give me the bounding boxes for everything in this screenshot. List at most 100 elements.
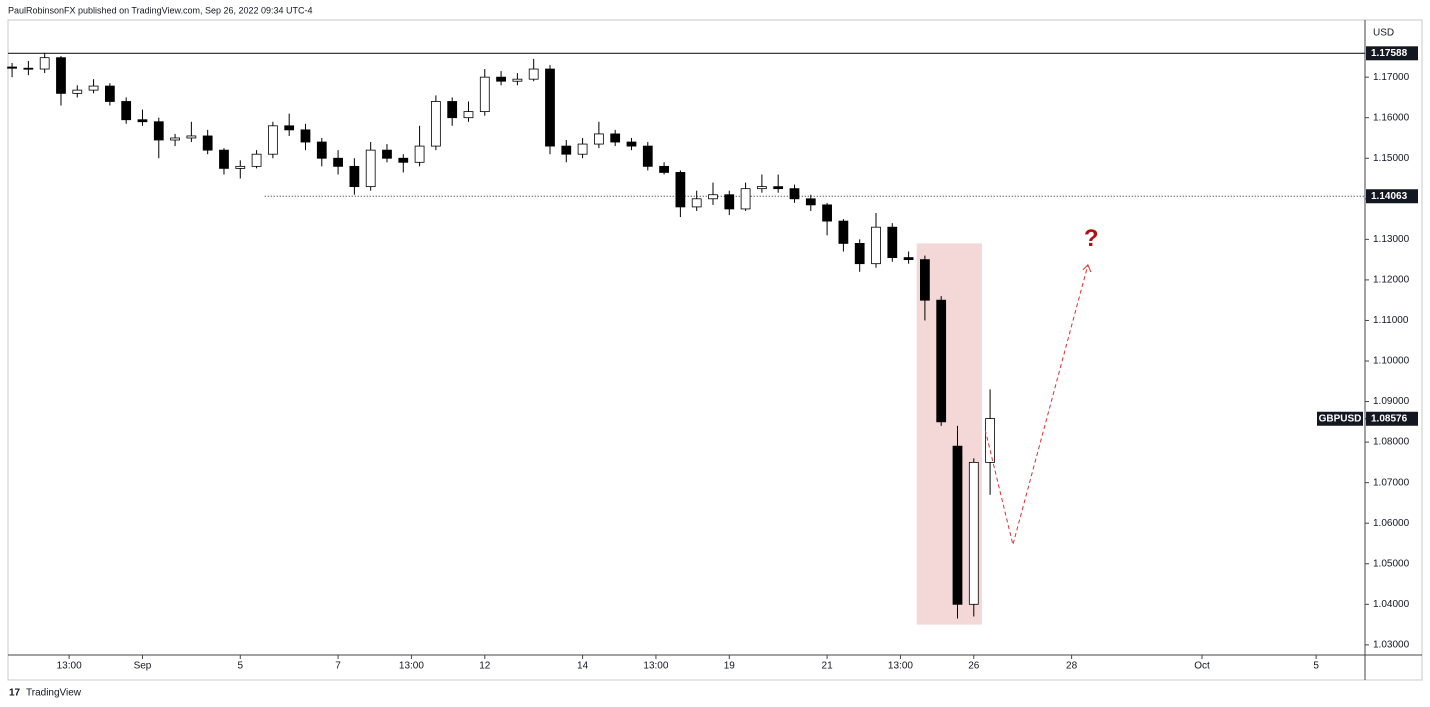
x-tick-label: Oct (1194, 661, 1210, 672)
y-tick-label: 1.06000 (1373, 518, 1410, 529)
y-tick-label: 1.15000 (1373, 153, 1410, 164)
x-tick-label: Sep (134, 661, 152, 672)
candle-body (920, 259, 930, 301)
x-tick-label: 5 (237, 661, 243, 672)
candle-body (626, 141, 637, 147)
candle-body (251, 153, 262, 167)
y-tick-label: 1.03000 (1373, 640, 1410, 651)
candle-body (610, 133, 621, 143)
candle-body (822, 204, 832, 222)
logo-mark: 17 (9, 688, 21, 699)
candle-body (39, 57, 50, 70)
candle-body (528, 68, 539, 80)
x-tick-label: 21 (822, 661, 834, 672)
last-price-badge (1366, 411, 1418, 426)
x-tick-label: 26 (968, 661, 980, 672)
candle-body (202, 135, 213, 151)
candle-body (708, 194, 718, 200)
candle-body (659, 165, 669, 173)
frame (7, 19, 1423, 681)
candle-body (496, 76, 506, 82)
candle-body (447, 101, 458, 119)
x-tick-label: 19 (724, 661, 736, 672)
candle-body (985, 418, 995, 463)
candle-body (398, 157, 409, 163)
price-level-label: 1.14063 (1371, 191, 1408, 202)
annotation: ? (1084, 225, 1099, 252)
candle-body (170, 137, 180, 141)
candle-body (512, 78, 523, 82)
projection-path (984, 264, 1089, 545)
candle-body (594, 133, 604, 145)
candle-body (463, 111, 474, 119)
candle-body (642, 145, 653, 167)
projection-arrowhead (1082, 264, 1092, 273)
candle-body (186, 135, 197, 139)
candle-body (333, 157, 343, 167)
candle-body (431, 101, 441, 147)
candle-body (838, 220, 849, 244)
candle-body (577, 143, 588, 155)
y-tick-label: 1.08000 (1373, 437, 1410, 448)
candle-body (936, 299, 947, 423)
candle-body (789, 188, 800, 200)
candle-body (284, 125, 295, 131)
y-tick-label: 1.16000 (1373, 112, 1410, 123)
y-tick-label: 1.05000 (1373, 558, 1410, 569)
y-tick-label: 1.10000 (1373, 356, 1410, 367)
x-tick-label: 13:00 (57, 661, 82, 672)
price-level-badge (1366, 46, 1418, 61)
publish-header: PaulRobinsonFX published on TradingView.… (8, 5, 313, 15)
candle-body (219, 149, 229, 169)
candle-body (153, 121, 164, 141)
candle-body (72, 89, 83, 94)
candle-body (561, 145, 572, 155)
candle-body (88, 85, 99, 91)
y-tick-label: 1.11000 (1373, 315, 1409, 326)
candle-body (104, 85, 115, 102)
candle-body (968, 461, 979, 605)
x-tick-label: 14 (577, 661, 589, 672)
candle-body (740, 188, 751, 210)
x-tick-label: 12 (479, 661, 491, 672)
candle-body (349, 165, 360, 188)
x-tick-label: 28 (1066, 661, 1078, 672)
candle-body (854, 243, 865, 265)
symbol-badge (1317, 411, 1363, 426)
candle-body (382, 149, 392, 159)
candle-body (887, 226, 898, 259)
candle-body (479, 76, 490, 113)
price-level-badge (1366, 189, 1418, 204)
candle-body (691, 198, 702, 208)
y-tick-label: 1.07000 (1373, 477, 1410, 488)
footer-brand: TradingView (26, 688, 82, 699)
x-tick-label: 5 (1313, 661, 1319, 672)
y-tick-label: 1.09000 (1373, 396, 1410, 407)
x-tick-label: 7 (335, 661, 341, 672)
candle-body (235, 165, 246, 169)
x-tick-label: 13:00 (643, 661, 668, 672)
candle-body (414, 145, 425, 163)
candle-body (300, 129, 311, 143)
candle-body (23, 67, 34, 70)
candle-body (773, 186, 784, 190)
candle-body (675, 172, 686, 208)
last-price-label: 1.08576 (1371, 413, 1408, 424)
candle-body (7, 66, 17, 69)
candle-body (121, 101, 132, 121)
y-tick-label: 1.17000 (1373, 72, 1410, 83)
candle-body (545, 68, 555, 147)
candle-body (805, 198, 816, 206)
candle-body (952, 445, 963, 605)
x-tick-label: 13:00 (399, 661, 424, 672)
currency-label: USD (1373, 28, 1394, 39)
candle-body (724, 194, 735, 210)
candle-body (267, 125, 278, 155)
candle-body (757, 186, 767, 190)
y-tick-label: 1.13000 (1373, 234, 1410, 245)
y-tick-label: 1.04000 (1373, 599, 1410, 610)
symbol-label: GBPUSD (1319, 413, 1362, 424)
x-tick-label: 13:00 (888, 661, 913, 672)
